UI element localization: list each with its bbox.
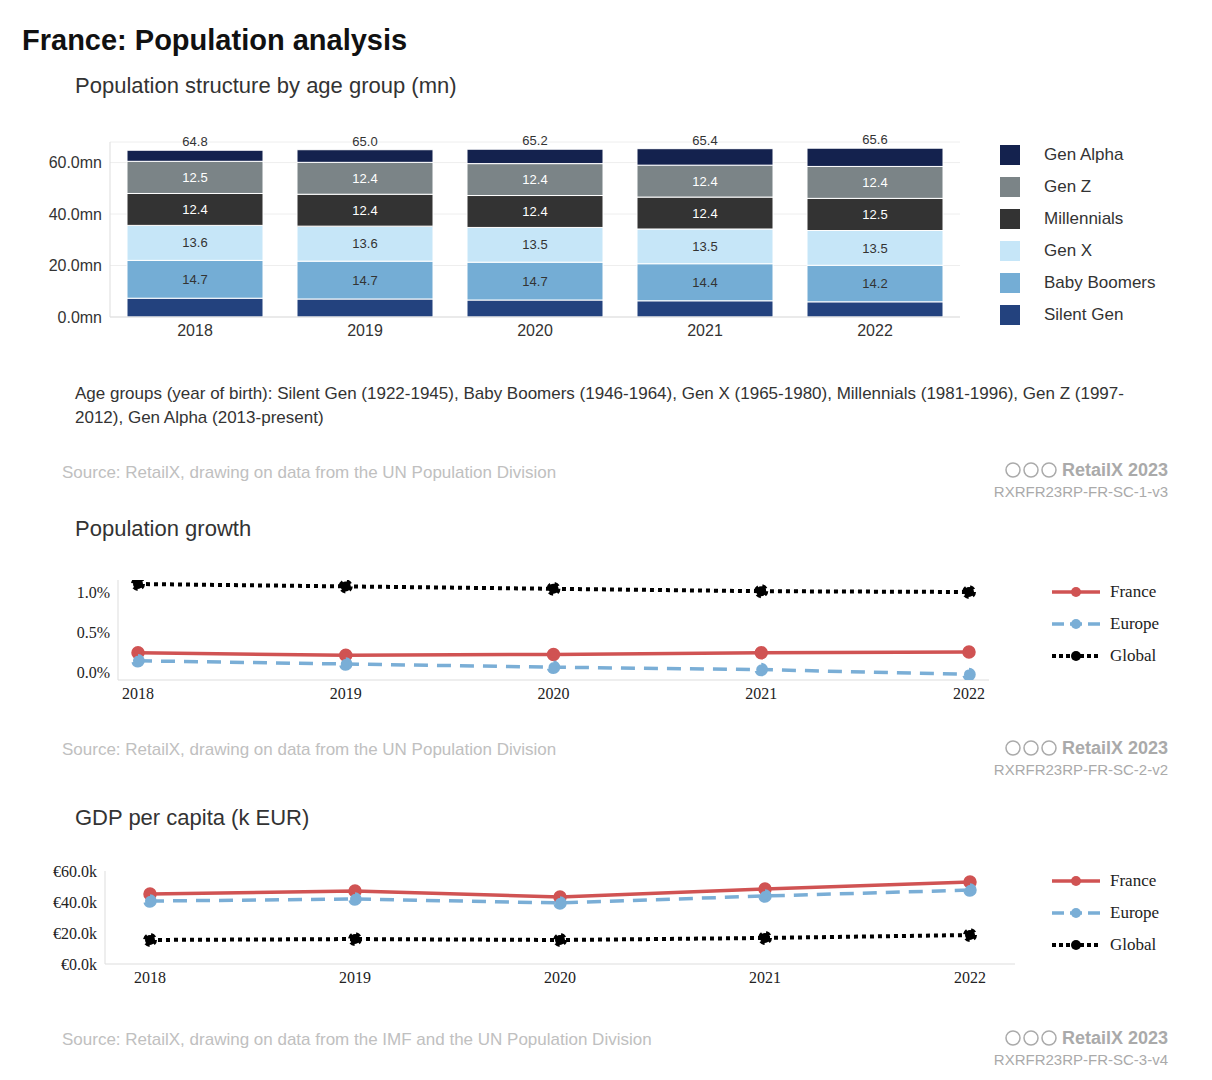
html-text:Population structure by age gr: Population structure by age group (mn) (75, 73, 457, 98)
svg-text:13.6: 13.6 (352, 236, 377, 251)
svg-text:12.5: 12.5 (182, 170, 207, 185)
svg-text:60.0mn: 60.0mn (49, 154, 102, 171)
html-text:RetailX 2023: RetailX 2023 (1061, 460, 1168, 480)
html-text:Population growth: Population growth (75, 516, 252, 541)
html-text:RXRFR23RP-FR-SC-3-v4: RXRFR23RP-FR-SC-3-v4 (993, 1051, 1168, 1068)
svg-text:2019: 2019 (339, 969, 371, 986)
html-text:Global: Global (1110, 646, 1157, 665)
svg-text:40.0mn: 40.0mn (49, 206, 102, 223)
svg-text:0.5%: 0.5% (77, 624, 110, 641)
svg-text:13.5: 13.5 (522, 237, 547, 252)
svg-text:2018: 2018 (122, 685, 154, 702)
svg-text:1.0%: 1.0% (77, 584, 110, 601)
svg-text:14.7: 14.7 (182, 272, 207, 287)
svg-text:2019: 2019 (330, 685, 362, 702)
html-text:RetailX 2023: RetailX 2023 (1061, 738, 1168, 758)
svg-text:2018: 2018 (134, 969, 166, 986)
html-text:RetailX 2023: RetailX 2023 (1061, 1028, 1168, 1048)
html-text:RXRFR23RP-FR-SC-2-v2: RXRFR23RP-FR-SC-2-v2 (993, 761, 1168, 778)
svg-text:12.4: 12.4 (182, 202, 207, 217)
svg-text:2019: 2019 (347, 322, 383, 339)
svg-text:12.4: 12.4 (862, 175, 887, 190)
svg-text:€60.0k: €60.0k (53, 863, 97, 880)
html-text:Source: RetailX, drawing on da: Source: RetailX, drawing on data from th… (62, 463, 557, 482)
svg-text:0.0%: 0.0% (77, 664, 110, 681)
svg-text:20.0mn: 20.0mn (49, 257, 102, 274)
html-text:GDP per capita (k EUR): GDP per capita (k EUR) (75, 805, 310, 830)
svg-text:€20.0k: €20.0k (53, 925, 97, 942)
svg-text:2022: 2022 (954, 969, 986, 986)
svg-text:12.4: 12.4 (692, 174, 717, 189)
svg-text:12.4: 12.4 (352, 171, 377, 186)
html-text:Age groups (year of birth): Si: Age groups (year of birth): Silent Gen (… (75, 384, 1124, 427)
svg-text:€40.0k: €40.0k (53, 894, 97, 911)
svg-text:2021: 2021 (749, 969, 781, 986)
html-text:Europe: Europe (1110, 903, 1160, 922)
svg-text:2022: 2022 (857, 322, 893, 339)
svg-text:0.0mn: 0.0mn (58, 309, 102, 326)
svg-text:13.5: 13.5 (692, 239, 717, 254)
html-text:RXRFR23RP-FR-SC-1-v3: RXRFR23RP-FR-SC-1-v3 (993, 483, 1168, 500)
svg-text:12.4: 12.4 (352, 203, 377, 218)
html-text:Gen Z: Gen Z (1044, 177, 1092, 196)
svg-text:65.2: 65.2 (522, 133, 547, 148)
svg-text:12.5: 12.5 (862, 207, 887, 222)
svg-text:65.0: 65.0 (352, 134, 377, 149)
svg-text:14.4: 14.4 (692, 275, 717, 290)
html-text:Gen X: Gen X (1044, 241, 1093, 260)
html-text:France: France (1110, 871, 1157, 890)
svg-text:13.5: 13.5 (862, 241, 887, 256)
html-text:Baby Boomers: Baby Boomers (1044, 273, 1156, 292)
html-text:Gen Alpha: Gen Alpha (1044, 145, 1124, 164)
svg-text:12.4: 12.4 (522, 204, 547, 219)
svg-text:13.6: 13.6 (182, 235, 207, 250)
svg-text:2022: 2022 (953, 685, 985, 702)
svg-text:12.4: 12.4 (692, 206, 717, 221)
html-text:Source: RetailX, drawing on da: Source: RetailX, drawing on data from th… (62, 740, 557, 759)
svg-text:€0.0k: €0.0k (61, 956, 97, 973)
svg-text:2018: 2018 (177, 322, 213, 339)
svg-text:12.4: 12.4 (522, 172, 547, 187)
html-text:Millennials: Millennials (1044, 209, 1124, 228)
svg-text:2020: 2020 (538, 685, 570, 702)
html-text:Silent Gen: Silent Gen (1044, 305, 1124, 324)
svg-text:14.7: 14.7 (522, 274, 547, 289)
svg-text:64.8: 64.8 (182, 134, 207, 149)
html-text:France: Population analysis: France: Population analysis (22, 24, 408, 56)
html-text:Source: RetailX, drawing on da: Source: RetailX, drawing on data from th… (62, 1030, 652, 1049)
svg-text:14.2: 14.2 (862, 276, 887, 291)
svg-text:65.4: 65.4 (692, 133, 717, 148)
svg-text:2021: 2021 (687, 322, 723, 339)
svg-text:2021: 2021 (745, 685, 777, 702)
html-text:France: France (1110, 582, 1157, 601)
html-text:Europe: Europe (1110, 614, 1160, 633)
svg-text:2020: 2020 (544, 969, 576, 986)
svg-text:65.6: 65.6 (862, 132, 887, 147)
html-text:Global: Global (1110, 935, 1157, 954)
svg-text:2020: 2020 (517, 322, 553, 339)
svg-text:14.7: 14.7 (352, 273, 377, 288)
